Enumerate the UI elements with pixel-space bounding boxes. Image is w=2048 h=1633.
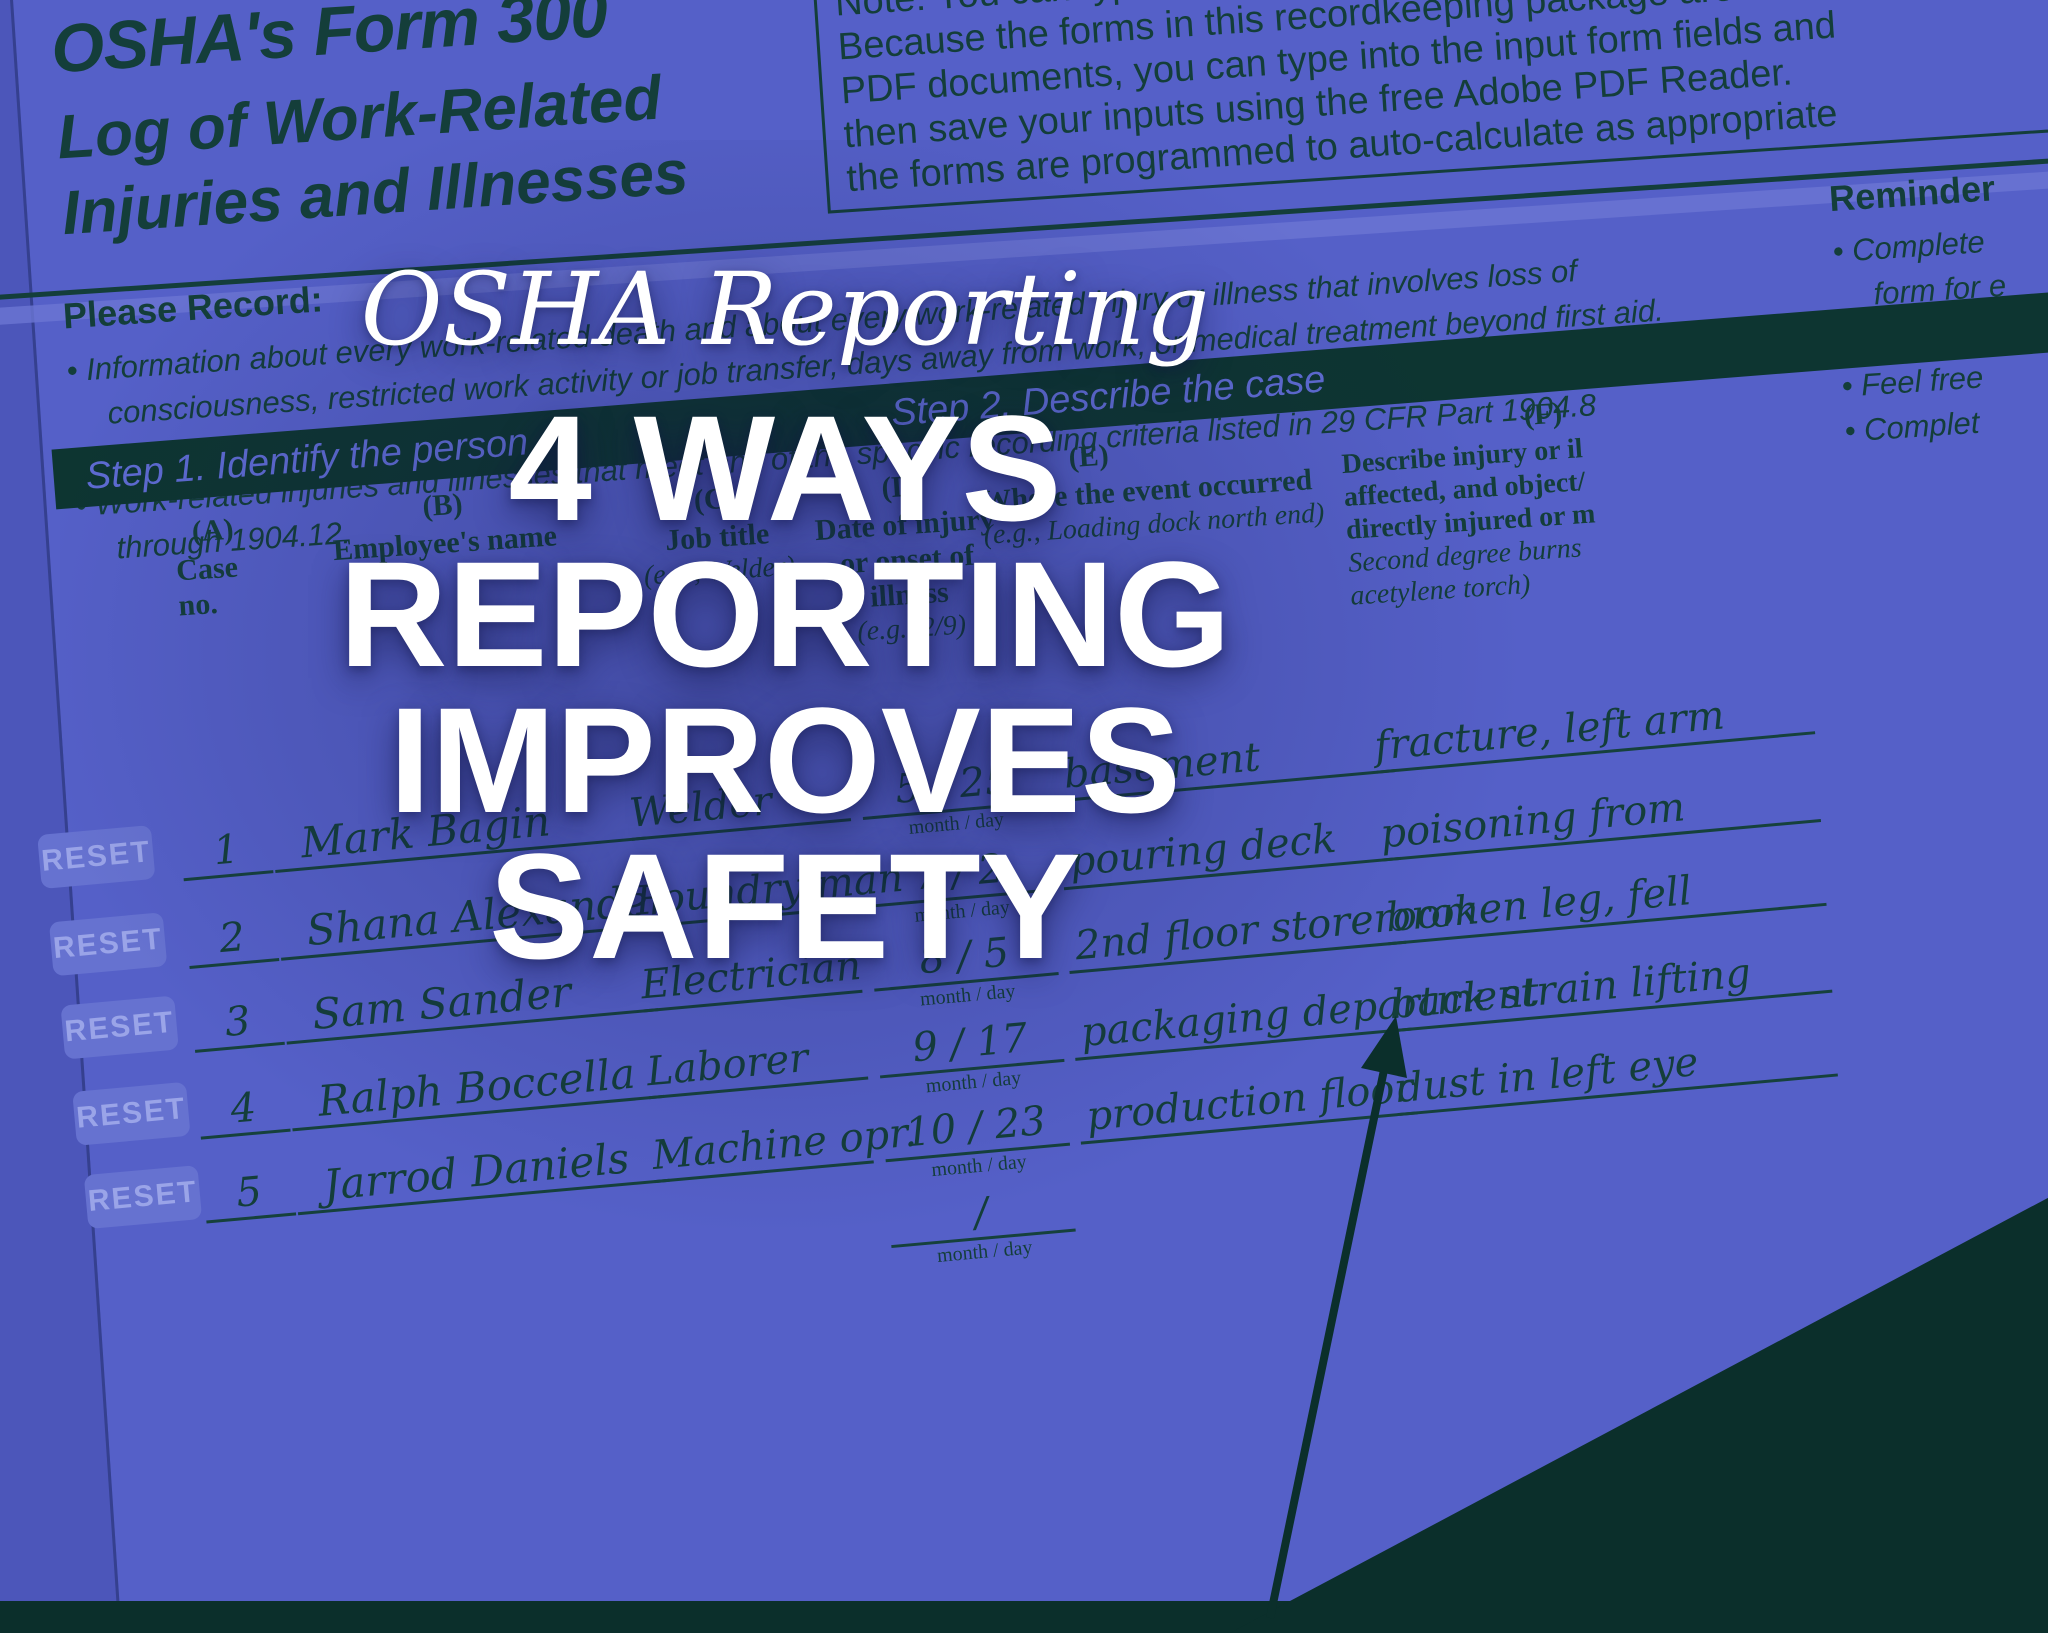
form-title-block: OSHA's Form 300 Log of Work-Related Inju…	[49, 0, 691, 252]
hero-title-line: 4 WAYS	[508, 384, 1062, 552]
hero-title-line: REPORTING	[339, 530, 1231, 698]
form-subtitle: Log of Work-Related Injuries and Illness…	[55, 59, 691, 252]
hero-text-block: OSHA Reporting 4 WAYS REPORTING IMPROVES…	[120, 251, 1450, 990]
hero-title-line: SAFETY	[489, 822, 1081, 990]
injury-date-field[interactable]: /	[883, 1140, 1076, 1249]
hero-kicker: OSHA Reporting	[360, 251, 1210, 368]
hero-title: 4 WAYS REPORTING IMPROVES SAFETY	[120, 384, 1450, 990]
case-number-field[interactable]: 5	[198, 1124, 297, 1224]
hero-title-line: IMPROVES	[389, 676, 1181, 844]
reset-button[interactable]: RESET	[60, 995, 179, 1060]
